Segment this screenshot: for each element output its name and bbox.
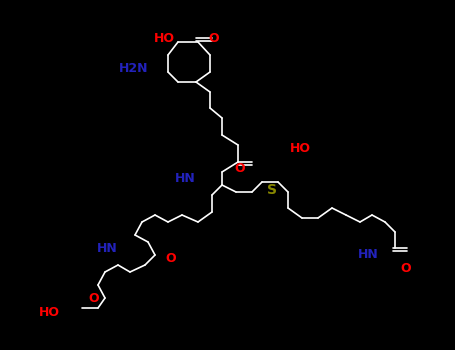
Text: O: O (88, 292, 99, 304)
Text: HO: HO (290, 141, 311, 154)
Text: HO: HO (154, 32, 175, 44)
Text: S: S (267, 183, 277, 197)
Text: HN: HN (97, 241, 118, 254)
Text: O: O (400, 261, 410, 274)
Text: HN: HN (358, 248, 379, 261)
Text: HN: HN (175, 172, 196, 184)
Text: O: O (234, 161, 245, 175)
Text: H2N: H2N (118, 62, 148, 75)
Text: HO: HO (39, 306, 60, 318)
Text: O: O (208, 32, 218, 44)
Text: O: O (165, 252, 176, 265)
